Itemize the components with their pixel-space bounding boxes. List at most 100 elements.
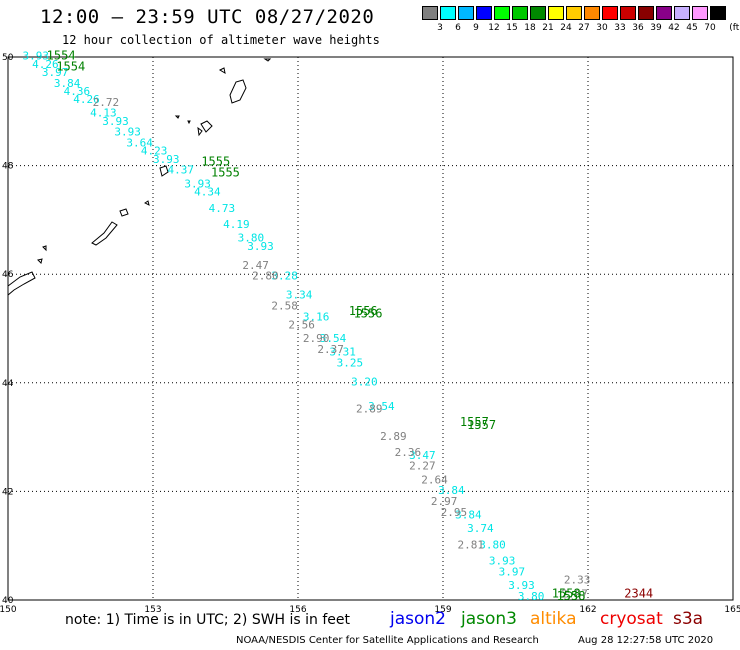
swh-value: 4.36 bbox=[64, 85, 90, 98]
swh-value: 3.84 bbox=[438, 484, 465, 497]
scale-swatch bbox=[530, 6, 546, 20]
lon-tick-label: 159 bbox=[434, 605, 451, 615]
swh-value: 3.97 bbox=[499, 566, 526, 579]
lon-tick-label: 165 bbox=[724, 605, 740, 615]
scale-label: 21 bbox=[542, 23, 554, 33]
scale-label: 24 bbox=[560, 23, 572, 33]
scale-swatch bbox=[674, 6, 690, 20]
pass-time-label: 1555 bbox=[201, 155, 230, 169]
legend-jason3: jason3 bbox=[461, 609, 517, 629]
swh-value: 2.56 bbox=[288, 319, 315, 332]
swh-value: 2.47 bbox=[242, 259, 269, 272]
scale-swatch bbox=[692, 6, 708, 20]
generation-timestamp: Aug 28 12:27:58 UTC 2020 bbox=[578, 635, 714, 646]
swh-value: 4.19 bbox=[223, 218, 250, 231]
scale-label: 27 bbox=[578, 23, 590, 33]
swh-value: 3.54 bbox=[320, 332, 347, 345]
swh-value: 4.23 bbox=[141, 145, 168, 158]
coastline bbox=[200, 120, 213, 133]
swh-value: 4.37 bbox=[168, 164, 195, 177]
swh-value: 2.58 bbox=[271, 299, 298, 312]
coastline bbox=[218, 67, 226, 75]
swh-value: 2.33 bbox=[564, 574, 591, 587]
footer-note: note: 1) Time is in UTC; 2) SWH is in fe… bbox=[65, 612, 351, 628]
coastline bbox=[37, 258, 43, 264]
s3a-value: 2344 bbox=[624, 586, 653, 600]
swh-value: 3.20 bbox=[351, 376, 378, 389]
swh-value: 3.64 bbox=[126, 137, 153, 150]
pass-time-label: 1556 bbox=[349, 304, 378, 318]
scale-swatch bbox=[584, 6, 600, 20]
swh-value: 2.90 bbox=[303, 332, 330, 345]
scale-swatch bbox=[440, 6, 456, 20]
swh-value: 3.93 bbox=[23, 50, 50, 63]
swh-value: 3.93 bbox=[153, 153, 180, 166]
scale-label: 36 bbox=[632, 23, 644, 33]
chart-subtitle: 12 hour collection of altimeter wave hei… bbox=[62, 33, 380, 47]
scale-label: 33 bbox=[614, 23, 626, 33]
scale-label: 15 bbox=[506, 23, 518, 33]
swh-value: 3.93 bbox=[247, 240, 274, 253]
pass-time-label: 1555 bbox=[211, 165, 240, 179]
legend-cryosat: cryosat bbox=[600, 609, 663, 629]
swh-value: 3.80 bbox=[238, 232, 264, 245]
scale-label: 42 bbox=[668, 23, 680, 33]
swh-value: 3.93 bbox=[102, 115, 129, 128]
lon-tick-label: 150 bbox=[0, 605, 17, 615]
swh-value: 4.26 bbox=[32, 58, 59, 71]
pass-time-label: 1558 bbox=[552, 586, 581, 600]
scale-swatch bbox=[620, 6, 636, 20]
swh-value: 3.28 bbox=[271, 270, 298, 283]
swh-value: 3.84 bbox=[54, 77, 81, 90]
coastline bbox=[263, 58, 272, 62]
swh-value: 4.26 bbox=[73, 93, 100, 106]
swh-value: 2.64 bbox=[421, 473, 448, 486]
scale-label: 39 bbox=[650, 23, 662, 33]
lon-tick-label: 162 bbox=[579, 605, 596, 615]
swh-value: 2.89 bbox=[356, 403, 383, 416]
coastline bbox=[187, 120, 191, 125]
scale-swatch bbox=[602, 6, 618, 20]
legend-jason2: jason2 bbox=[390, 609, 446, 629]
coastline bbox=[197, 126, 203, 137]
map-frame bbox=[7, 56, 734, 601]
credit-line: NOAA/NESDIS Center for Satellite Applica… bbox=[236, 635, 539, 646]
swh-value: 3.80 bbox=[479, 538, 506, 551]
swh-value: 4.13 bbox=[90, 107, 117, 120]
pass-time-label: 1557 bbox=[460, 415, 489, 429]
swh-value: 4.34 bbox=[194, 185, 221, 198]
scale-swatch bbox=[638, 6, 654, 20]
coastline bbox=[7, 271, 36, 297]
scale-swatch bbox=[656, 6, 672, 20]
scale-label: 30 bbox=[596, 23, 608, 33]
swh-value: 3.93 bbox=[184, 177, 211, 190]
lat-tick-label: 48 bbox=[2, 162, 14, 172]
swh-value: 2.36 bbox=[395, 446, 422, 459]
lat-tick-label: 42 bbox=[2, 487, 13, 497]
swh-value: 3.97 bbox=[42, 66, 68, 79]
swh-value: 2.81 bbox=[458, 538, 485, 551]
scale-label: 45 bbox=[686, 23, 698, 33]
scale-swatch bbox=[458, 6, 474, 20]
coastline bbox=[42, 245, 47, 252]
swh-value: 2.72 bbox=[93, 96, 120, 109]
legend-altika: altika bbox=[530, 609, 577, 629]
lon-tick-label: 153 bbox=[144, 605, 161, 615]
chart-title: 12:00 – 23:59 UTC 08/27/2020 bbox=[40, 6, 375, 28]
swh-value: 3.80 bbox=[518, 590, 545, 603]
swh-value: 2.97 bbox=[561, 587, 588, 600]
swh-value: 2.27 bbox=[409, 460, 436, 473]
swh-value: 3.16 bbox=[303, 310, 330, 323]
scale-swatch bbox=[566, 6, 582, 20]
coastline bbox=[144, 200, 150, 206]
pass-time-label: 1554 bbox=[47, 49, 76, 63]
scale-label: 18 bbox=[524, 23, 536, 33]
legend-s3a: s3a bbox=[673, 609, 704, 629]
swh-value: 2.80 bbox=[252, 270, 278, 283]
scale-swatch bbox=[494, 6, 510, 20]
swh-value: 3.34 bbox=[286, 289, 313, 302]
swh-value: 3.31 bbox=[329, 346, 356, 359]
swh-value: 3.93 bbox=[508, 579, 535, 592]
swh-value: 2.95 bbox=[441, 506, 468, 519]
